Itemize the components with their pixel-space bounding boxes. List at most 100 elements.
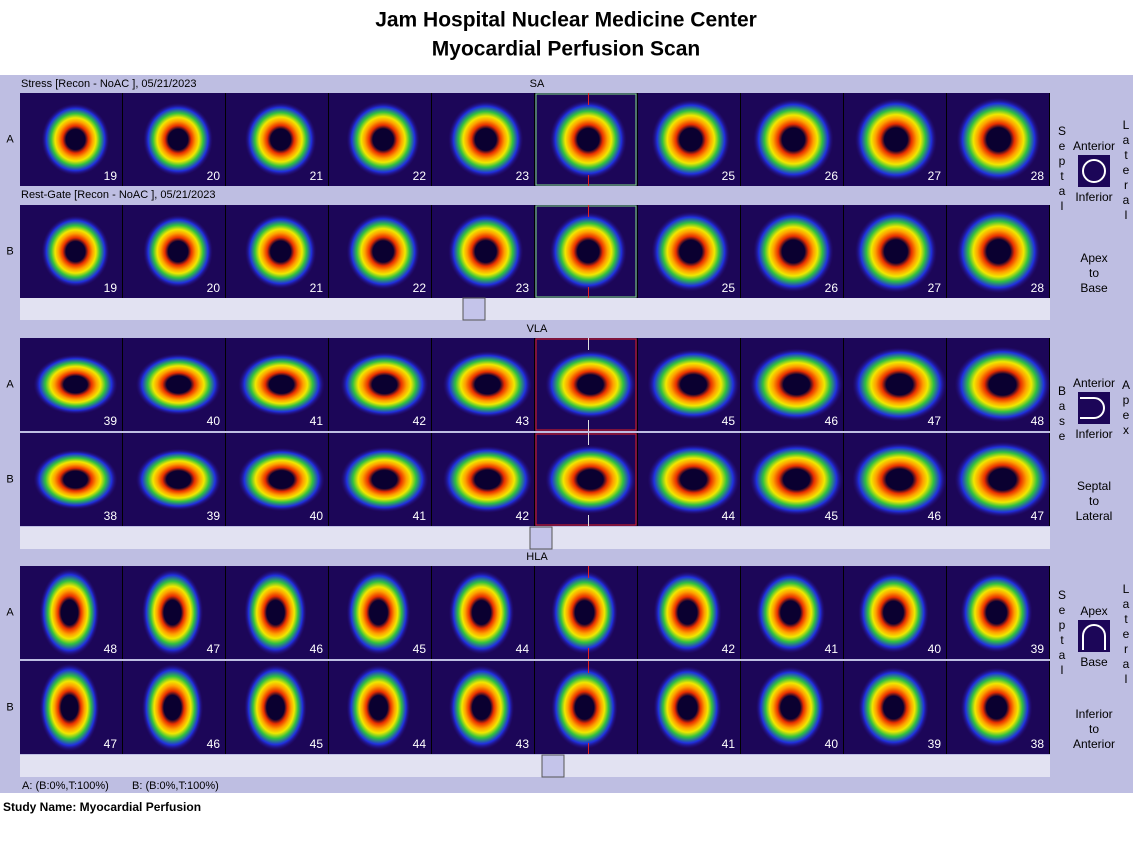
slice-number: 46 xyxy=(825,414,839,428)
perfusion xyxy=(549,212,627,291)
slice-image xyxy=(432,566,534,659)
orientation-left: Septal xyxy=(1055,588,1069,678)
perfusion xyxy=(653,571,722,654)
slice-image xyxy=(20,205,122,298)
perfusion xyxy=(753,98,834,181)
slice-image xyxy=(535,205,637,298)
perfusion xyxy=(749,348,844,421)
slice-number: 44 xyxy=(722,509,736,523)
perfusion xyxy=(442,350,533,419)
slice-image xyxy=(535,93,637,186)
perfusion xyxy=(41,103,110,176)
orientation-direction: Septal xyxy=(1076,479,1112,493)
slice-image xyxy=(638,433,740,526)
slice-number: 40 xyxy=(207,414,221,428)
slice-image xyxy=(226,433,328,526)
orientation-left: Septal xyxy=(1055,124,1069,214)
perfusion xyxy=(238,352,325,417)
perfusion xyxy=(244,569,307,656)
slice-image xyxy=(947,433,1051,526)
scroll-thumb[interactable] xyxy=(462,297,486,321)
slice-number: 22 xyxy=(413,169,427,183)
scale-info: B: (B:0%,T:100%) xyxy=(132,780,219,792)
slice-image xyxy=(432,433,534,526)
row-label: A xyxy=(6,606,14,618)
row-label: A xyxy=(6,378,14,390)
icon-ring xyxy=(1082,624,1106,650)
perfusion xyxy=(442,445,533,514)
slice-image xyxy=(20,661,122,754)
slice-image xyxy=(638,661,740,754)
slice-number: 39 xyxy=(207,509,221,523)
selected-frame xyxy=(535,205,637,298)
scroll-thumb[interactable] xyxy=(541,754,565,778)
row-label: B xyxy=(6,701,13,713)
perfusion xyxy=(346,101,420,178)
slice-number: 45 xyxy=(722,414,736,428)
orientation-icon xyxy=(1078,392,1110,424)
slice-image xyxy=(638,338,740,431)
slice-number: 21 xyxy=(310,281,324,295)
perfusion xyxy=(854,98,938,181)
row-label: B xyxy=(6,245,13,257)
perfusion xyxy=(39,663,100,752)
perfusion xyxy=(41,215,110,288)
perfusion xyxy=(545,350,636,419)
orientation-direction: Lateral xyxy=(1075,509,1113,523)
perfusion xyxy=(954,346,1051,423)
slice-image xyxy=(226,93,328,186)
perfusion xyxy=(651,99,731,180)
slice-number: 42 xyxy=(413,414,427,428)
perfusion xyxy=(960,572,1033,653)
perfusion xyxy=(448,665,515,750)
slice-image xyxy=(329,566,431,659)
perfusion xyxy=(755,571,826,654)
perfusion xyxy=(960,667,1033,748)
slice-image xyxy=(844,205,946,298)
slice-number: 47 xyxy=(1031,509,1045,523)
perfusion xyxy=(346,569,411,656)
perfusion xyxy=(549,100,627,179)
perfusion xyxy=(854,210,938,293)
perfusion xyxy=(448,100,524,179)
scroll-thumb[interactable] xyxy=(529,526,553,550)
slice-number: 27 xyxy=(928,169,942,183)
slice-number: 47 xyxy=(928,414,942,428)
slice-image xyxy=(329,661,431,754)
scrollbar xyxy=(20,755,1050,777)
perfusion xyxy=(346,664,411,751)
slice-image xyxy=(638,566,740,659)
orientation-direction: to xyxy=(1088,266,1100,280)
orientation-top: Apex xyxy=(1080,604,1108,618)
selected-frame xyxy=(535,433,637,526)
icon-ring xyxy=(1080,397,1105,419)
perfusion xyxy=(33,449,118,510)
perfusion xyxy=(753,210,834,293)
row-label: B xyxy=(6,473,13,485)
perfusion xyxy=(647,349,740,420)
slice-image xyxy=(432,661,534,754)
slice-image xyxy=(844,93,946,186)
icon-ring xyxy=(1082,159,1106,183)
perfusion xyxy=(755,666,826,749)
slice-number: 41 xyxy=(825,642,839,656)
orientation-left: Base xyxy=(1055,384,1069,444)
perfusion xyxy=(448,570,515,655)
perfusion xyxy=(141,568,204,657)
slice-number: 40 xyxy=(825,737,839,751)
slice-image xyxy=(741,93,843,186)
slice-number: 40 xyxy=(310,509,324,523)
slice-image xyxy=(844,661,946,754)
slice-number: 39 xyxy=(928,737,942,751)
slice-number: 25 xyxy=(722,281,736,295)
slice-number: 43 xyxy=(516,737,530,751)
slice-image xyxy=(226,661,328,754)
perfusion xyxy=(244,214,317,289)
perfusion xyxy=(651,211,731,292)
slice-image xyxy=(535,566,637,659)
slice-number: 25 xyxy=(722,169,736,183)
slice-number: 41 xyxy=(413,509,427,523)
perfusion xyxy=(545,445,636,514)
scrollbar xyxy=(20,298,1050,320)
